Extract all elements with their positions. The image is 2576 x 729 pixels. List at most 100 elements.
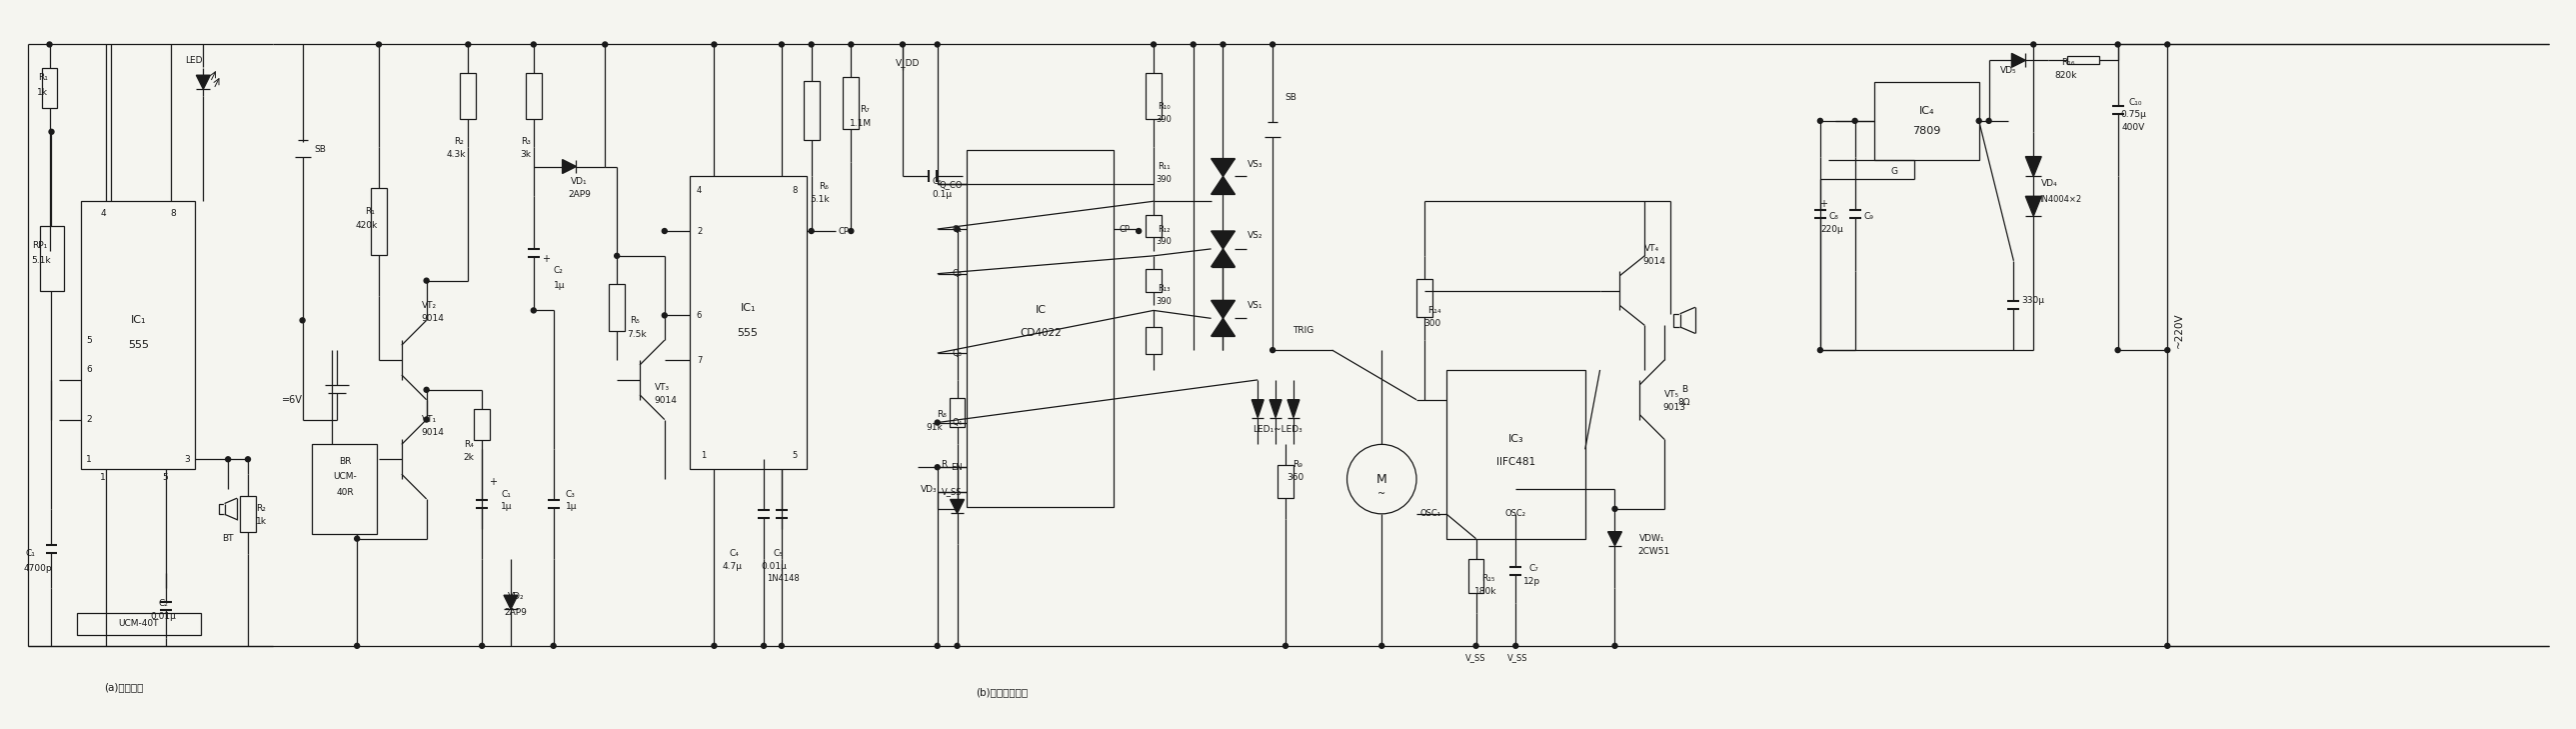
Text: 91k: 91k [925,423,943,432]
Text: 2k: 2k [464,453,474,461]
Text: C₆: C₆ [933,177,943,186]
Text: VS₃: VS₃ [1247,160,1262,169]
Text: 7.5k: 7.5k [626,330,647,339]
Bar [804,81,819,140]
Text: C₁₀: C₁₀ [2128,98,2143,106]
Text: 6: 6 [88,365,93,375]
Circle shape [956,644,961,648]
Text: VDW₁: VDW₁ [1641,534,1664,543]
Circle shape [935,644,940,648]
Circle shape [899,42,904,47]
Text: VD₁: VD₁ [569,177,587,186]
Text: IC: IC [1036,305,1046,316]
Circle shape [355,537,361,541]
Text: R₁₆: R₁₆ [2061,58,2074,67]
Text: C₃: C₃ [564,489,574,499]
Text: 3: 3 [185,455,191,464]
Circle shape [376,42,381,47]
Text: OSC₂: OSC₂ [1504,510,1525,518]
Circle shape [551,644,556,648]
Circle shape [616,254,618,258]
Text: R₁₂: R₁₂ [1157,225,1170,233]
Polygon shape [2025,196,2040,216]
Text: 7: 7 [696,356,701,364]
Text: C₁: C₁ [26,549,36,558]
Circle shape [2164,348,2169,353]
Text: 4700p: 4700p [23,564,52,573]
Text: IC₃: IC₃ [1507,434,1522,445]
Circle shape [1986,118,1991,123]
Circle shape [1613,507,1618,511]
Circle shape [778,42,783,47]
Circle shape [1270,42,1275,47]
Text: LED₁~LED₃: LED₁~LED₃ [1252,425,1303,434]
Text: C₂: C₂ [160,599,167,608]
Bar [948,397,966,426]
Text: C₈: C₈ [1829,211,1839,221]
Text: IIFC481: IIFC481 [1497,457,1535,467]
Text: 0.01μ: 0.01μ [760,562,786,571]
Text: 7809: 7809 [1911,126,1942,136]
Text: 40R: 40R [337,488,353,496]
Text: LED: LED [185,56,201,65]
Text: C₅: C₅ [773,549,783,558]
Text: B: B [1682,386,1687,394]
Text: 390: 390 [1157,115,1172,125]
Circle shape [425,387,430,392]
Text: 0.01μ: 0.01μ [149,612,178,620]
Text: 8: 8 [791,186,796,195]
Text: 1N4148: 1N4148 [768,574,801,583]
Circle shape [46,42,52,47]
Bar [312,445,376,534]
Polygon shape [1288,399,1298,418]
Bar [461,73,477,119]
Text: R₄: R₄ [464,440,474,449]
Text: 5.1k: 5.1k [31,257,52,265]
Text: 820k: 820k [2056,71,2076,79]
Text: UCM-: UCM- [332,472,358,480]
Circle shape [1221,42,1226,47]
Text: R₁: R₁ [39,73,46,82]
Text: 2: 2 [88,415,93,424]
Bar [1445,370,1584,539]
Text: 12p: 12p [1522,577,1540,586]
Circle shape [1976,118,1981,123]
Circle shape [809,229,814,233]
Text: 4.3k: 4.3k [446,150,466,159]
Circle shape [1819,348,1824,353]
Text: 1.1M: 1.1M [850,120,873,128]
Circle shape [809,42,814,47]
Circle shape [245,457,250,461]
Text: VT₁: VT₁ [422,415,435,424]
Text: 5: 5 [162,472,167,482]
Circle shape [2115,348,2120,353]
Text: R₂: R₂ [255,504,265,513]
Circle shape [1473,644,1479,648]
Text: VT₅: VT₅ [1664,390,1680,399]
Text: 180k: 180k [1473,587,1497,596]
Circle shape [711,42,716,47]
Text: Q_CO: Q_CO [938,180,961,189]
Text: R₁: R₁ [366,207,376,216]
Circle shape [956,227,961,232]
Bar [41,69,57,108]
Polygon shape [1680,307,1695,333]
Text: IC₁: IC₁ [739,303,755,313]
Circle shape [2164,644,2169,648]
Bar [1278,465,1293,499]
Bar [1146,215,1162,237]
Text: VD₅: VD₅ [2002,66,2017,75]
Polygon shape [1211,300,1234,319]
Text: 9014: 9014 [654,397,677,405]
Text: R₁₀: R₁₀ [1157,103,1170,112]
Text: 1μ: 1μ [564,502,577,512]
Text: 9014: 9014 [422,314,443,323]
Bar [2069,56,2099,64]
Text: 390: 390 [1157,238,1172,246]
Text: IC₄: IC₄ [1919,106,1935,116]
Text: VS₂: VS₂ [1247,232,1262,241]
Text: 1k: 1k [255,518,268,526]
Text: V_SS: V_SS [1466,653,1486,662]
Text: VD₂: VD₂ [507,592,523,601]
Text: CP: CP [1118,225,1131,233]
